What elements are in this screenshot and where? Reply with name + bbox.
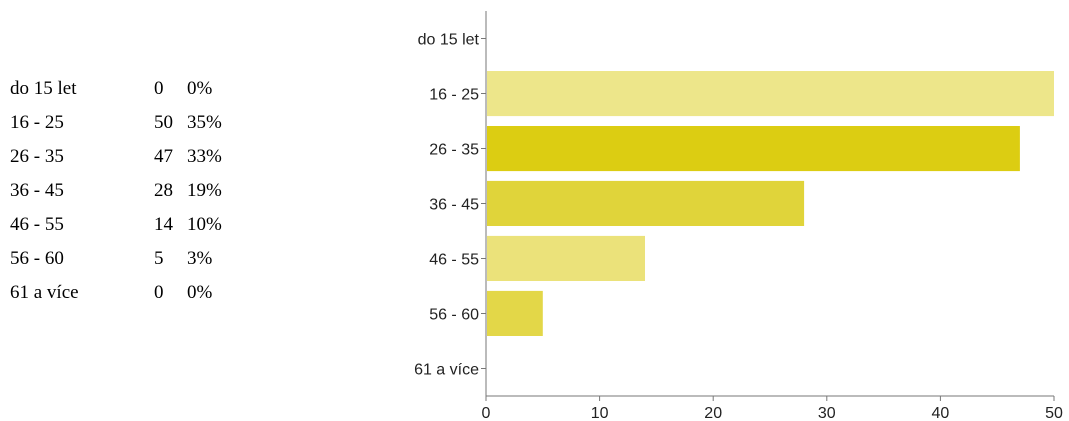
y-tick-label: 56 - 60	[429, 307, 479, 324]
summary-label: 61 a více	[10, 282, 79, 303]
bar	[487, 235, 645, 281]
x-tick-label: 10	[591, 405, 609, 421]
summary-row: 16 - 25 50 35%	[10, 106, 247, 140]
y-tick-label: do 15 let	[418, 32, 480, 49]
summary-row: 61 a více 0 0%	[10, 276, 247, 310]
x-tick-label: 50	[1045, 405, 1063, 421]
bar	[487, 71, 1054, 117]
summary-count: 28	[154, 180, 173, 201]
summary-percent: 0%	[187, 282, 213, 303]
summary-label: 46 - 55	[10, 214, 64, 235]
summary-label: 26 - 35	[10, 146, 64, 167]
y-tick-label: 26 - 35	[429, 142, 479, 159]
x-tick-label: 30	[818, 405, 836, 421]
summary-row: 36 - 45 28 19%	[10, 174, 247, 208]
x-tick-label: 20	[704, 405, 722, 421]
summary-percent: 33%	[187, 146, 222, 167]
y-tick-label: 61 a více	[414, 362, 479, 379]
summary-label: do 15 let	[10, 78, 77, 99]
summary-label: 56 - 60	[10, 248, 64, 269]
summary-count: 47	[154, 146, 173, 167]
bar	[487, 126, 1020, 172]
summary-percent: 35%	[187, 112, 222, 133]
summary-count: 0	[154, 282, 164, 303]
summary-percent: 10%	[187, 214, 222, 235]
y-tick-label: 16 - 25	[429, 87, 479, 104]
bar	[487, 290, 543, 336]
summary-percent: 19%	[187, 180, 222, 201]
summary-count: 0	[154, 78, 164, 99]
summary-row: do 15 let 0 0%	[10, 72, 247, 106]
summary-percent: 0%	[187, 78, 213, 99]
x-tick-label: 40	[932, 405, 950, 421]
summary-table: do 15 let 0 0% 16 - 25 50 35% 26 - 35 47…	[10, 72, 247, 310]
y-tick-label: 46 - 55	[429, 252, 479, 269]
summary-label: 36 - 45	[10, 180, 64, 201]
summary-row: 56 - 60 5 3%	[10, 242, 247, 276]
summary-row: 46 - 55 14 10%	[10, 208, 247, 242]
summary-count: 5	[154, 248, 164, 269]
summary-label: 16 - 25	[10, 112, 64, 133]
summary-count: 14	[154, 214, 173, 235]
summary-percent: 3%	[187, 248, 213, 269]
bar	[487, 180, 805, 226]
x-tick-label: 0	[482, 405, 491, 421]
summary-row: 26 - 35 47 33%	[10, 140, 247, 174]
summary-count: 50	[154, 112, 173, 133]
y-tick-label: 36 - 45	[429, 197, 479, 214]
